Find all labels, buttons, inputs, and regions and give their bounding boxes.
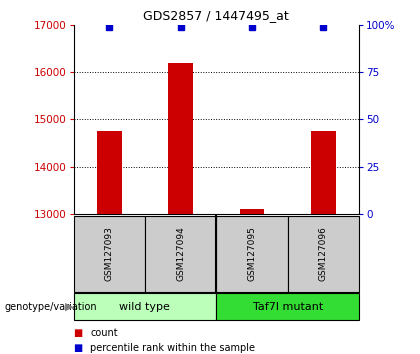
Bar <box>168 63 193 214</box>
Bar <box>239 210 265 214</box>
Bar <box>74 293 216 320</box>
Text: ▶: ▶ <box>65 302 73 312</box>
Text: Taf7l mutant: Taf7l mutant <box>252 302 323 312</box>
Bar <box>97 131 122 214</box>
Text: GSM127096: GSM127096 <box>319 227 328 281</box>
Text: ■: ■ <box>74 343 83 353</box>
Bar <box>74 216 145 292</box>
Bar <box>311 131 336 214</box>
Text: wild type: wild type <box>119 302 171 312</box>
Text: percentile rank within the sample: percentile rank within the sample <box>90 343 255 353</box>
Bar <box>145 216 216 292</box>
Text: genotype/variation: genotype/variation <box>4 302 97 312</box>
Bar <box>216 216 288 292</box>
Text: count: count <box>90 329 118 338</box>
Text: GSM127095: GSM127095 <box>247 227 257 281</box>
Bar <box>216 293 359 320</box>
Text: GSM127094: GSM127094 <box>176 227 185 281</box>
Title: GDS2857 / 1447495_at: GDS2857 / 1447495_at <box>143 9 289 22</box>
Text: ■: ■ <box>74 329 83 338</box>
Bar <box>288 216 359 292</box>
Text: GSM127093: GSM127093 <box>105 227 114 281</box>
